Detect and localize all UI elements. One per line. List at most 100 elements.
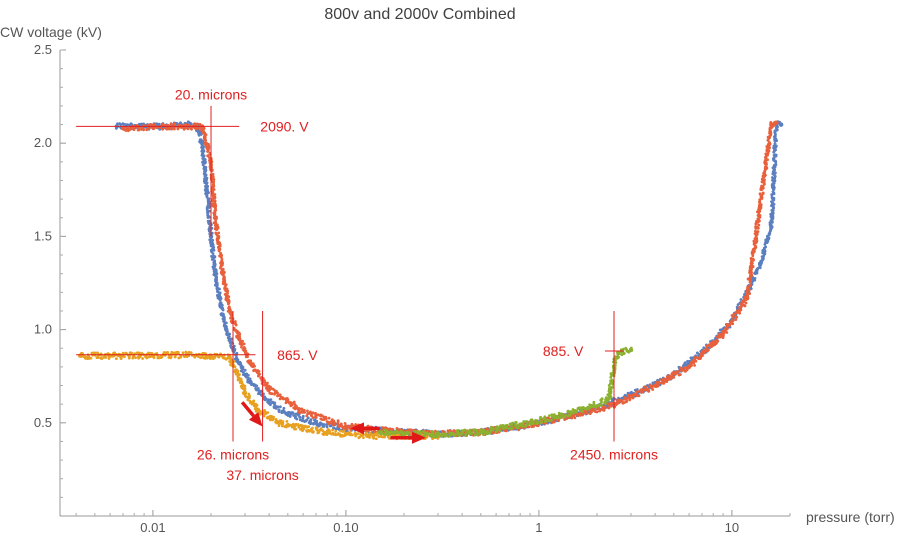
data-point — [130, 351, 134, 355]
data-point — [251, 400, 255, 403]
data-point — [249, 363, 253, 367]
data-point — [334, 429, 338, 433]
y-axis-label: CW voltage (kV) — [0, 24, 102, 40]
data-point — [205, 145, 209, 149]
data-point — [173, 355, 177, 359]
data-point — [285, 397, 289, 400]
data-point — [580, 410, 584, 414]
annotation-label: 20. microns — [175, 87, 247, 103]
annotation-label: 2450. microns — [570, 446, 658, 462]
data-point — [298, 415, 302, 419]
data-point — [331, 428, 334, 432]
data-point — [196, 126, 200, 130]
data-point — [121, 123, 125, 126]
data-point — [425, 431, 429, 435]
data-point — [217, 249, 221, 253]
data-point — [598, 409, 602, 413]
data-point — [772, 202, 776, 206]
data-point — [258, 372, 262, 376]
data-point — [208, 215, 211, 219]
axis-ticks: 0.5 1.0 1.5 2.0 2.5 0.01 0.10 1 10 — [34, 42, 791, 535]
x-tick-label: 10 — [725, 520, 739, 535]
data-point — [214, 228, 218, 231]
data-point — [592, 400, 596, 404]
data-point — [575, 409, 578, 413]
data-point — [212, 188, 216, 191]
data-point — [200, 149, 204, 153]
data-point — [747, 277, 751, 281]
y-tick-label: 1.5 — [34, 228, 52, 243]
data-point — [611, 401, 614, 405]
data-point — [325, 420, 329, 423]
data-point — [382, 432, 386, 436]
data-point — [218, 254, 221, 258]
data-point — [351, 424, 355, 428]
data-point — [473, 433, 477, 437]
data-point — [307, 425, 311, 429]
data-point — [549, 418, 553, 422]
data-point — [298, 407, 302, 411]
data-point — [212, 248, 216, 252]
data-point — [132, 128, 136, 131]
data-point — [631, 396, 635, 400]
data-point — [772, 188, 776, 191]
data-point — [622, 352, 626, 356]
data-point — [202, 156, 205, 160]
data-point — [142, 128, 145, 132]
data-point — [310, 414, 313, 418]
data-point — [618, 399, 622, 403]
data-point — [771, 176, 774, 179]
data-point — [502, 426, 506, 430]
data-point — [189, 127, 193, 130]
data-point — [277, 410, 281, 413]
data-point — [759, 206, 763, 210]
data-point — [286, 400, 290, 404]
data-point — [511, 421, 515, 425]
data-point — [281, 422, 285, 425]
data-point — [772, 149, 776, 153]
data-point — [756, 230, 760, 233]
data-point — [212, 266, 216, 270]
data-point — [608, 391, 612, 395]
data-point — [339, 424, 343, 428]
data-point — [342, 429, 346, 433]
data-point — [566, 409, 570, 413]
data-point — [767, 141, 771, 144]
data-point — [259, 390, 262, 394]
data-point — [305, 414, 309, 418]
data-point — [247, 396, 251, 400]
data-point — [311, 416, 315, 420]
data-point — [169, 355, 173, 359]
data-point — [543, 415, 547, 419]
x-tick-label: 1 — [535, 520, 542, 535]
data-point — [739, 298, 743, 301]
data-point — [672, 375, 676, 379]
data-point — [771, 190, 775, 194]
data-point — [576, 414, 580, 418]
data-point — [227, 301, 231, 305]
data-point — [547, 419, 551, 422]
data-point — [738, 311, 742, 315]
data-point — [210, 250, 214, 254]
data-point — [278, 393, 282, 397]
data-point — [281, 424, 284, 428]
data-point — [514, 421, 517, 424]
data-point — [141, 357, 145, 360]
data-point — [212, 180, 216, 184]
data-point — [123, 128, 127, 132]
data-point — [703, 351, 706, 355]
arrow-head — [412, 431, 427, 444]
data-point — [269, 398, 273, 402]
data-point — [536, 421, 540, 425]
data-point — [79, 355, 83, 358]
data-point — [89, 356, 93, 360]
data-point — [315, 419, 319, 423]
data-point — [527, 425, 531, 429]
data-point — [327, 428, 331, 432]
data-point — [239, 379, 242, 383]
data-point — [636, 389, 640, 393]
data-point — [766, 151, 770, 155]
data-point — [630, 390, 633, 394]
data-point — [310, 427, 313, 431]
data-point — [778, 122, 784, 127]
